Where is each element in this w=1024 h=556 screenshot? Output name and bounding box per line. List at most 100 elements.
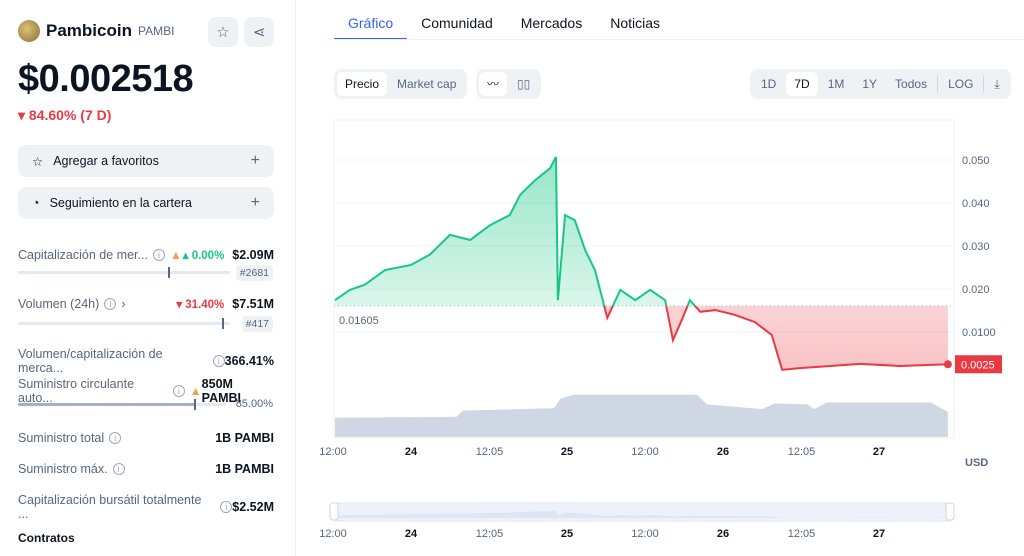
x-tick-label: 12:00 bbox=[319, 446, 347, 458]
stat-max-supply: Suministro máx. i 1B PAMBI bbox=[18, 462, 274, 476]
last-price-label: 0.0025 bbox=[961, 359, 995, 371]
add-favorites-button[interactable]: ☆ Agregar a favoritos + bbox=[18, 145, 274, 177]
coin-name: Pambicoin bbox=[46, 21, 132, 40]
price-line-down bbox=[603, 305, 948, 371]
info-icon[interactable]: i bbox=[109, 432, 122, 444]
price-area-down bbox=[334, 305, 948, 370]
tab-markets[interactable]: Mercados bbox=[520, 15, 583, 31]
candlestick-icon[interactable]: ▯▯ bbox=[517, 77, 531, 91]
market-cap-rank: #2681 bbox=[235, 265, 273, 281]
stat-vol-mcap: Volumen/capitalización de merca... i 366… bbox=[18, 347, 274, 375]
warning-icon[interactable]: ▲ bbox=[169, 248, 182, 262]
navigator-tick-label: 12:05 bbox=[788, 528, 816, 540]
share-icon: ⋖ bbox=[252, 24, 266, 41]
currency-label: USD bbox=[965, 457, 989, 469]
download-icon[interactable]: ⤓ bbox=[994, 77, 1000, 91]
volume-rank: #417 bbox=[241, 316, 273, 332]
x-tick-label: 24 bbox=[405, 446, 418, 458]
x-tick-label: 12:05 bbox=[476, 446, 504, 458]
volume-area bbox=[334, 394, 948, 437]
range-navigator bbox=[333, 502, 951, 522]
range-1y[interactable]: 1Y bbox=[862, 77, 878, 91]
last-price-tag bbox=[955, 355, 1002, 374]
x-tick-label: 25 bbox=[561, 446, 573, 458]
navigator-tick-label: 12:05 bbox=[476, 528, 504, 540]
info-icon[interactable]: i bbox=[104, 298, 117, 310]
x-tick-label: 27 bbox=[873, 446, 885, 458]
stat-fdv: Capitalización bursátil totalmente ... i… bbox=[18, 493, 274, 521]
y-tick-label: 0.0100 bbox=[962, 327, 996, 339]
market-cap-change: ▴ 0.00% bbox=[182, 250, 225, 262]
info-icon[interactable]: i bbox=[212, 355, 225, 367]
coin-logo bbox=[18, 20, 40, 42]
stat-total-supply: Suministro total i 1B PAMBI bbox=[18, 431, 274, 445]
info-icon[interactable]: i bbox=[173, 385, 185, 397]
last-price-dot bbox=[943, 360, 952, 369]
price-toggle[interactable]: Precio bbox=[337, 72, 388, 96]
navigator-tick-label: 27 bbox=[873, 528, 885, 540]
y-tick-label: 0.020 bbox=[962, 284, 990, 296]
price-change: ▾ 84.60% (7 D) bbox=[18, 107, 112, 123]
star-button[interactable]: ☆ bbox=[208, 17, 238, 47]
range-1d[interactable]: 1D bbox=[761, 77, 777, 91]
coin-symbol: PAMBI bbox=[137, 24, 175, 38]
navigator-tick-label: 12:00 bbox=[631, 528, 659, 540]
x-tick-label: 12:00 bbox=[631, 446, 659, 458]
plot-frame bbox=[333, 119, 955, 439]
coin-header: Pambicoin PAMBI bbox=[18, 20, 174, 42]
share-button[interactable]: ⋖ bbox=[244, 17, 274, 47]
info-icon[interactable]: i bbox=[152, 249, 165, 261]
range-7d[interactable]: 7D bbox=[786, 72, 818, 96]
line-chart-icon[interactable]: 〰 bbox=[479, 72, 508, 96]
navigator-handle[interactable] bbox=[329, 502, 339, 521]
contracts-heading: Contratos bbox=[18, 531, 75, 545]
tab-news[interactable]: Noticias bbox=[610, 15, 660, 31]
navigator-tick-label: 12:00 bbox=[319, 528, 347, 540]
metric-toggle: Precio Market cap bbox=[334, 69, 468, 99]
navigator-tick-label: 25 bbox=[561, 528, 573, 540]
warning-icon[interactable]: ▲ bbox=[189, 384, 202, 398]
circulating-supply-pct: 85.00% bbox=[235, 398, 273, 410]
navigator-handle[interactable] bbox=[945, 502, 955, 521]
log-toggle[interactable]: LOG bbox=[948, 77, 974, 91]
baseline-label: 0.01605 bbox=[339, 315, 379, 327]
market-cap-toggle[interactable]: Market cap bbox=[397, 77, 457, 91]
stat-volume: Volumen (24h) i › ▾ 31.40% $7.51M bbox=[18, 297, 274, 311]
tab-chart[interactable]: Gráfico bbox=[334, 0, 408, 40]
stat-market-cap: Capitalización de mer... i ▲ ▴ 0.00% $2.09M bbox=[18, 248, 274, 262]
coin-price: $0.002518 bbox=[18, 58, 194, 100]
chevron-right-icon[interactable]: › bbox=[121, 297, 126, 311]
range-1m[interactable]: 1M bbox=[827, 77, 845, 91]
price-line-up bbox=[334, 156, 697, 306]
range-selector: 1D 7D 1M 1Y Todos LOG ⤓ bbox=[750, 69, 1011, 99]
info-icon[interactable]: i bbox=[220, 501, 233, 513]
plus-icon: + bbox=[250, 194, 260, 211]
x-tick-label: 12:05 bbox=[788, 446, 816, 458]
pie-chart-icon: ◔ bbox=[32, 196, 40, 210]
volume-rank-bar bbox=[18, 318, 230, 329]
price-area-up bbox=[334, 156, 948, 306]
market-cap-rank-bar bbox=[18, 267, 230, 278]
y-tick-label: 0.040 bbox=[962, 198, 990, 210]
info-icon[interactable]: i bbox=[112, 463, 125, 475]
volume-change: ▾ 31.40% bbox=[176, 299, 225, 311]
main-tabs: Gráfico Comunidad Mercados Noticias bbox=[334, 0, 674, 40]
x-tick-label: 26 bbox=[717, 446, 729, 458]
y-tick-label: 0.050 bbox=[962, 155, 990, 167]
plus-icon: + bbox=[250, 152, 260, 169]
navigator-tick-label: 24 bbox=[405, 528, 418, 540]
range-all[interactable]: Todos bbox=[895, 77, 928, 91]
portfolio-tracking-button[interactable]: ◔ Seguimiento en la cartera + bbox=[18, 187, 274, 219]
tabs-divider bbox=[334, 39, 1024, 40]
stat-circulating-supply: Suministro circulante auto... i ▲ 850M PAM… bbox=[18, 377, 242, 405]
chart-type-toggle: 〰 ▯▯ bbox=[476, 69, 542, 99]
navigator-mini-chart bbox=[334, 510, 950, 518]
circulating-supply-bar bbox=[18, 399, 226, 410]
coin-sidebar: Pambicoin PAMBI ☆ ⋖ $0.002518 ▾ 84.60% (… bbox=[0, 0, 296, 556]
caret-down-icon: ▾ bbox=[18, 107, 29, 123]
navigator-tick-label: 26 bbox=[717, 528, 729, 540]
star-icon: ☆ bbox=[32, 154, 44, 169]
star-icon: ☆ bbox=[216, 24, 230, 41]
y-tick-label: 0.030 bbox=[962, 241, 990, 253]
tab-community[interactable]: Comunidad bbox=[421, 15, 493, 31]
